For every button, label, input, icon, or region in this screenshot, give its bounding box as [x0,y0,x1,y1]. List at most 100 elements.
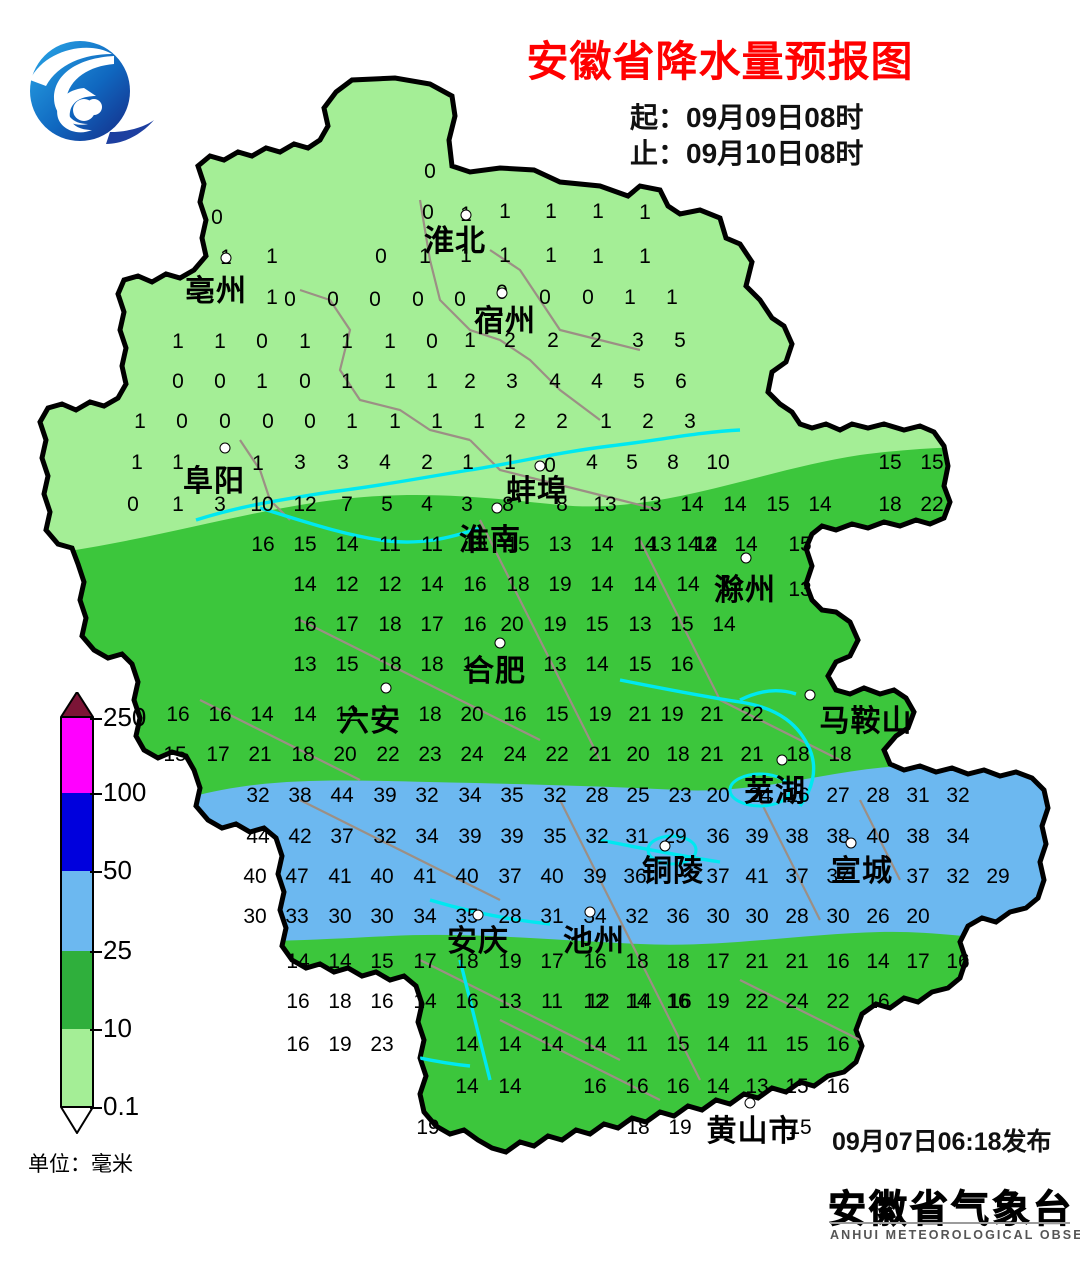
precip-value: 1 [266,286,278,309]
precip-value: 37 [330,825,354,848]
precip-value: 41 [328,865,352,888]
precip-value: 1 [131,451,143,474]
precip-value: 3 [506,370,518,393]
precip-value: 30 [745,905,769,928]
precip-value: 0 [127,493,139,516]
precip-value: 1 [266,245,278,268]
precip-value: 0 [582,286,594,309]
precip-value: 18 [878,493,902,516]
precip-value: 1 [462,451,474,474]
precip-value: 0 [454,288,466,311]
legend-label-25: 25 [103,934,132,965]
precip-value: 12 [583,990,607,1013]
legend-tick-25 [90,951,102,953]
precip-value: 40 [866,825,890,848]
precip-value: 1 [341,330,353,353]
precip-value: 38 [785,825,809,848]
precip-value: 40 [455,865,479,888]
precip-value: 14 [706,1033,730,1056]
precip-value: 12 [694,533,718,556]
city-marker-dot [380,682,392,694]
city-label: 黄山市 [706,1115,800,1148]
precip-value: 39 [373,784,397,807]
precip-value: 34 [946,825,970,848]
precip-value: 28 [785,905,809,928]
precip-value: 1 [592,200,604,223]
precip-value: 6 [675,370,687,393]
precip-value: 37 [785,865,809,888]
city-marker-dot [496,287,508,299]
precip-value: 17 [420,613,444,636]
precip-value: 38 [906,825,930,848]
precip-value: 1 [252,452,264,475]
precip-value: 0 [426,330,438,353]
legend-label-100: 100 [103,776,147,807]
precip-value: 8 [667,451,679,474]
precip-value: 0 [211,206,223,229]
precip-value: 1 [460,244,472,267]
city-label: 马鞍山 [819,705,913,738]
precip-value: 0 [299,370,311,393]
precip-value: 1 [431,410,443,433]
precip-value: 15 [670,613,694,636]
precip-value: 15 [788,1116,812,1139]
precip-value: 38 [288,784,312,807]
legend-band-0.1-10 [60,1029,94,1107]
precip-value: 0 [422,201,434,224]
precip-value: 23 [668,784,692,807]
precip-value: 13 [745,1075,769,1098]
precip-value: 24 [748,784,772,807]
city-label: 铜陵 [642,855,704,888]
precip-value: 14 [455,1033,479,1056]
precip-value: 16 [503,703,527,726]
precip-value: 14 [676,573,700,596]
precip-value: 34 [413,905,437,928]
city-label: 亳州 [185,275,247,308]
precip-value: 28 [585,784,609,807]
precip-value: 18 [455,950,479,973]
precip-value: 18 [378,613,402,636]
precip-value: 20 [626,743,650,766]
precip-value: 1 [666,286,678,309]
city-marker-dot [494,637,506,649]
legend-tick-50 [90,871,102,873]
precip-value: 32 [373,825,397,848]
precip-value: 15 [293,533,317,556]
precip-value: 15 [878,451,902,474]
legend-tick-0.1 [90,1107,102,1109]
precip-value: 16 [286,990,310,1013]
legend-band-10-25 [60,951,94,1029]
precip-value: 1 [473,410,485,433]
precip-value: 19 [668,1116,692,1139]
precip-value: 13 [548,533,572,556]
precip-value: 21 [785,950,809,973]
precip-value: 15 [163,743,187,766]
precip-value: 1 [426,370,438,393]
precip-value: 0 [214,370,226,393]
city-label: 宣城 [831,855,893,888]
precip-value: 14 [585,653,609,676]
precip-value: 14 [628,990,652,1013]
precip-value: 1 [545,200,557,223]
precip-value: 31 [625,825,649,848]
precip-value: 14 [590,573,614,596]
precip-value: 2 [590,329,602,352]
precip-value: 16 [625,1075,649,1098]
precip-value: 16 [666,1075,690,1098]
precip-value: 1 [172,330,184,353]
prefecture-boundaries [199,199,901,1101]
precip-value: 14 [335,533,359,556]
precip-value: 13 [498,990,522,1013]
precip-value: 24 [785,990,809,1013]
precipitation-legend: 250 100 50 25 10 0.1 [55,692,205,1134]
precip-value: 1 [639,201,651,224]
precip-value: 4 [586,451,598,474]
precip-value: 0 [369,288,381,311]
precip-value: 19 [416,1116,440,1139]
precip-value: 34 [458,784,482,807]
precip-value: 17 [413,950,437,973]
precip-value: 31 [540,905,564,928]
precip-value: 14 [866,950,890,973]
precip-value: 32 [415,784,439,807]
